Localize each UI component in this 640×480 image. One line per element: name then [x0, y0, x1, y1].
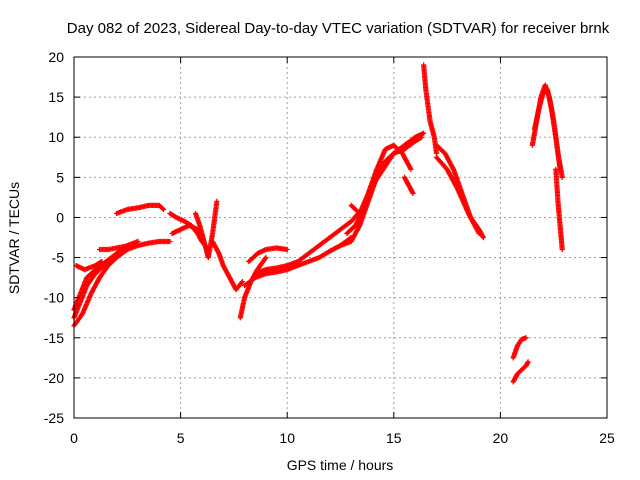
data-track-2: [71, 246, 124, 321]
data-track-20: [433, 154, 482, 237]
data-point: [421, 130, 427, 136]
y-axis-title: SDTVAR / TECUs: [6, 182, 22, 294]
data-point: [263, 254, 269, 261]
y-tick-label: 10: [48, 129, 64, 145]
x-tick-label: 10: [279, 430, 295, 446]
y-tick-label: -5: [52, 250, 65, 266]
data-track-11: [241, 234, 354, 289]
x-tick-label: 25: [599, 430, 615, 446]
x-tick-label: 5: [177, 430, 185, 446]
data-marks: [71, 62, 565, 385]
y-tick-label: 15: [48, 89, 64, 105]
data-track-25: [553, 166, 565, 253]
data-point: [159, 205, 166, 212]
plot-frame: [73, 56, 608, 419]
data-track-3: [73, 258, 105, 273]
data-point: [167, 238, 173, 245]
data-track-18: [421, 62, 440, 156]
y-tick-label: -20: [44, 370, 64, 386]
x-tick-label: 0: [70, 430, 78, 446]
y-tick-label: -15: [44, 330, 64, 346]
data-point: [408, 166, 414, 172]
data-point: [131, 242, 137, 248]
data-track-10: [237, 254, 269, 321]
y-tick-label: 5: [56, 169, 64, 185]
data-track-15: [344, 130, 427, 237]
data-point: [135, 238, 141, 245]
data-point: [410, 190, 416, 196]
chart-title: Day 082 of 2023, Sidereal Day-to-day VTE…: [67, 20, 610, 37]
data-point: [239, 279, 246, 285]
data-point: [523, 335, 529, 341]
y-tick-label: -10: [44, 290, 64, 306]
data-track-13: [246, 245, 290, 265]
grid-lines: [74, 57, 607, 418]
data-track-5: [114, 202, 167, 217]
data-point: [214, 198, 220, 204]
data-track-9: [209, 238, 246, 293]
data-point: [284, 246, 290, 253]
data-point: [98, 259, 104, 265]
axis-ticks: 0 5 10 15 20 25 -25 -20 -15 -10 -5 0 5 10 15 20: [44, 49, 615, 446]
data-point: [480, 234, 486, 241]
x-tick-label: 15: [386, 430, 402, 446]
data-point: [99, 258, 105, 265]
data-track-24: [531, 86, 563, 172]
data-point: [160, 206, 167, 213]
data-point: [559, 174, 565, 180]
y-tick-label: -25: [44, 410, 64, 426]
data-track-21: [510, 335, 529, 361]
x-tick-label: 20: [493, 430, 509, 446]
data-track-22: [510, 359, 531, 385]
x-axis-title: GPS time / hours: [287, 457, 394, 473]
data-track-16: [348, 142, 414, 217]
data-point: [559, 246, 565, 253]
data-track-7: [169, 222, 205, 241]
y-tick-label: 0: [56, 209, 64, 225]
data-point: [476, 230, 482, 237]
data-track-4: [96, 242, 137, 253]
y-tick-label: 20: [48, 49, 64, 65]
data-point: [525, 359, 531, 365]
data-track-17: [401, 174, 416, 196]
data-track-8: [192, 198, 220, 261]
